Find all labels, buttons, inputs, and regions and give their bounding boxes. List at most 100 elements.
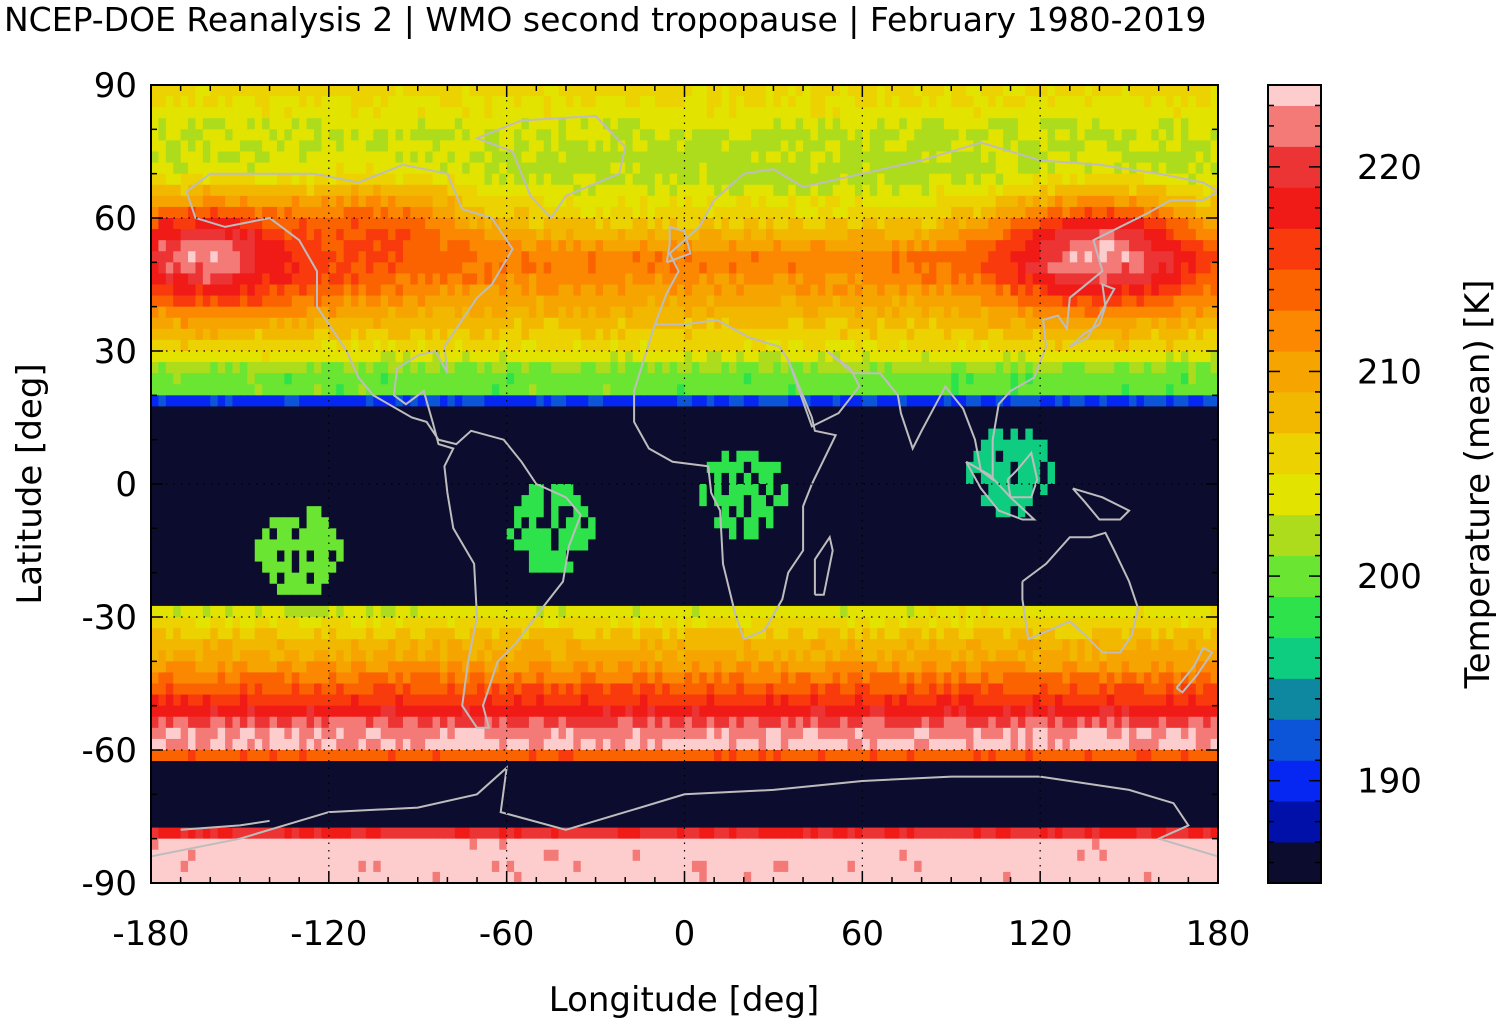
grid-cell: [899, 184, 908, 197]
grid-cell: [477, 240, 486, 252]
grid-cell: [299, 118, 308, 130]
grid-cell: [269, 262, 278, 275]
grid-cell: [1092, 417, 1101, 430]
grid-cell: [380, 384, 389, 396]
grid-cell: [1062, 295, 1071, 308]
grid-cell: [306, 306, 315, 319]
grid-cell: [247, 328, 256, 341]
grid-cell: [1129, 140, 1138, 153]
grid-cell: [477, 306, 486, 319]
grid-cell: [1114, 229, 1123, 241]
grid-cell: [906, 284, 915, 297]
grid-cell: [299, 251, 308, 263]
grid-cell: [758, 428, 767, 441]
grid-cell: [410, 262, 419, 275]
grid-cell: [247, 317, 256, 330]
grid-cell: [862, 229, 871, 241]
grid-cell: [1188, 229, 1197, 241]
grid-cell: [573, 151, 582, 164]
grid-cell: [269, 96, 278, 108]
grid-cell: [321, 450, 330, 463]
grid-cell: [573, 273, 582, 286]
grid-cell: [854, 351, 863, 363]
grid-cell: [269, 273, 278, 286]
grid-cell: [239, 439, 248, 452]
grid-cell: [173, 118, 182, 130]
grid-cell: [217, 373, 226, 385]
grid-cell: [817, 439, 826, 452]
grid-cell: [1025, 295, 1034, 308]
grid-cell: [721, 461, 730, 474]
grid-cell: [262, 328, 271, 341]
grid-cell: [432, 218, 441, 230]
grid-cell: [988, 162, 997, 175]
grid-cell: [884, 351, 893, 363]
grid-cell: [1032, 428, 1041, 441]
grid-cell: [877, 439, 886, 452]
grid-cell: [1136, 85, 1145, 97]
grid-cell: [1062, 439, 1071, 452]
grid-cell: [847, 262, 856, 275]
grid-cell: [699, 461, 708, 474]
grid-cell: [803, 218, 812, 230]
grid-cell: [736, 373, 745, 385]
grid-cell: [914, 306, 923, 319]
grid-cell: [1054, 118, 1063, 130]
grid-cell: [1106, 262, 1115, 275]
grid-cell: [691, 450, 700, 463]
grid-cell: [262, 118, 271, 130]
grid-cell: [632, 85, 641, 97]
grid-cell: [654, 273, 663, 286]
grid-cell: [1054, 406, 1063, 419]
grid-cell: [484, 140, 493, 153]
grid-cell: [1136, 406, 1145, 419]
grid-cell: [165, 173, 174, 186]
grid-cell: [254, 85, 263, 97]
grid-cell: [736, 295, 745, 308]
grid-cell: [736, 395, 745, 408]
grid-cell: [1136, 428, 1145, 441]
grid-cell: [625, 384, 634, 396]
grid-cell: [988, 373, 997, 385]
grid-cell: [899, 384, 908, 396]
grid-cell: [506, 428, 515, 441]
grid-cell: [447, 240, 456, 252]
grid-cell: [262, 240, 271, 252]
grid-cell: [758, 118, 767, 130]
grid-cell: [840, 373, 849, 385]
grid-cell: [291, 184, 300, 197]
grid-cell: [558, 450, 567, 463]
grid-cell: [1210, 306, 1218, 319]
grid-cell: [751, 306, 760, 319]
grid-cell: [388, 206, 397, 219]
grid-cell: [536, 107, 545, 119]
grid-cell: [173, 373, 182, 385]
grid-cell: [891, 461, 900, 474]
grid-cell: [365, 306, 374, 319]
grid-cell: [565, 384, 574, 396]
grid-cell: [958, 295, 967, 308]
grid-cell: [1151, 184, 1160, 197]
grid-cell: [588, 162, 597, 175]
grid-cell: [380, 229, 389, 241]
grid-cell: [625, 295, 634, 308]
grid-cell: [439, 96, 448, 108]
grid-cell: [158, 129, 167, 142]
grid-cell: [632, 384, 641, 396]
grid-cell: [454, 85, 463, 97]
grid-cell: [262, 428, 271, 441]
grid-cell: [706, 351, 715, 363]
grid-cell: [373, 184, 382, 197]
grid-cell: [447, 450, 456, 463]
grid-cell: [173, 229, 182, 241]
grid-cell: [721, 96, 730, 108]
grid-cell: [1188, 140, 1197, 153]
grid-cell: [373, 140, 382, 153]
grid-cell: [929, 129, 938, 142]
grid-cell: [714, 339, 723, 352]
grid-cell: [491, 262, 500, 275]
grid-cell: [328, 162, 337, 175]
grid-cell: [1106, 140, 1115, 153]
grid-cell: [514, 328, 523, 341]
grid-cell: [202, 461, 211, 474]
